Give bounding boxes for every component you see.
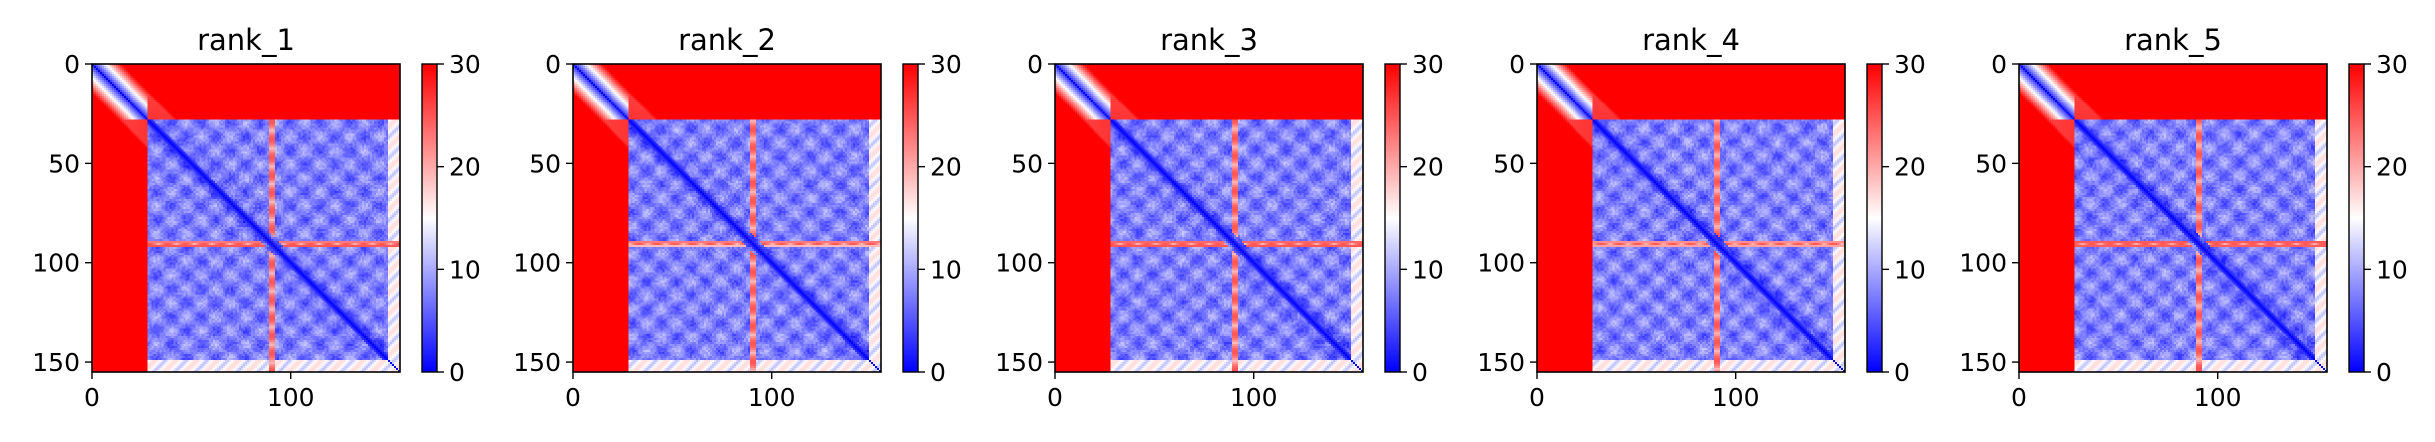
y-tick-label: 0 xyxy=(1991,50,2007,79)
y-tick-label: 50 xyxy=(529,149,561,178)
y-tick-label: 50 xyxy=(1493,149,1525,178)
y-tick-label: 150 xyxy=(32,348,80,377)
colorbar-tick-label: 20 xyxy=(1412,153,1444,182)
x-tick-label: 0 xyxy=(2011,383,2027,412)
colorbar-tick-label: 30 xyxy=(1894,50,1926,79)
colorbar-tick-label: 10 xyxy=(449,255,481,284)
heatmap-image xyxy=(573,64,881,372)
colorbar xyxy=(2349,64,2364,372)
y-tick-label: 100 xyxy=(32,249,80,278)
colorbar-tick-label: 0 xyxy=(1412,358,1428,387)
y-tick-label: 150 xyxy=(1959,348,2007,377)
y-tick-label: 150 xyxy=(513,348,561,377)
subplot-title: rank_3 xyxy=(1160,23,1258,57)
colorbar-tick-label: 30 xyxy=(449,50,481,79)
colorbar-tick-label: 30 xyxy=(2376,50,2408,79)
y-tick-label: 100 xyxy=(1959,249,2007,278)
x-tick-label: 0 xyxy=(84,383,100,412)
x-tick-label: 100 xyxy=(267,383,315,412)
x-tick-label: 100 xyxy=(2194,383,2242,412)
y-tick-label: 50 xyxy=(1011,149,1043,178)
heatmap-image xyxy=(1537,64,1845,372)
colorbar-tick-label: 20 xyxy=(1894,153,1926,182)
x-tick-label: 100 xyxy=(1230,383,1278,412)
y-tick-label: 0 xyxy=(1027,50,1043,79)
y-tick-label: 0 xyxy=(545,50,561,79)
x-tick-label: 0 xyxy=(1529,383,1545,412)
colorbar-tick-label: 10 xyxy=(1894,255,1926,284)
colorbar xyxy=(422,64,437,372)
colorbar-tick-label: 30 xyxy=(1412,50,1444,79)
colorbar-tick-label: 0 xyxy=(449,358,465,387)
axes-frame xyxy=(1536,63,1846,373)
subplot-title: rank_4 xyxy=(1642,23,1740,57)
colorbar-frame xyxy=(1384,63,1401,373)
colorbar-tick-label: 10 xyxy=(930,255,962,284)
colorbar-frame xyxy=(902,63,919,373)
axes-frame xyxy=(91,63,401,373)
colorbar-tick-label: 0 xyxy=(1894,358,1910,387)
y-tick-label: 100 xyxy=(1477,249,1525,278)
colorbar-frame xyxy=(421,63,438,373)
colorbar-tick-label: 10 xyxy=(2376,255,2408,284)
colorbar-tick-label: 10 xyxy=(1412,255,1444,284)
axes-frame xyxy=(2018,63,2328,373)
colorbar-tick-label: 20 xyxy=(2376,153,2408,182)
subplot-title: rank_5 xyxy=(2124,23,2222,57)
colorbar xyxy=(903,64,918,372)
heatmap-image xyxy=(2019,64,2327,372)
y-tick-label: 0 xyxy=(64,50,80,79)
y-tick-label: 100 xyxy=(513,249,561,278)
x-tick-label: 0 xyxy=(565,383,581,412)
colorbar xyxy=(1385,64,1400,372)
heatmap-image xyxy=(92,64,400,372)
x-tick-label: 100 xyxy=(1712,383,1760,412)
y-tick-label: 50 xyxy=(1975,149,2007,178)
x-tick-label: 100 xyxy=(748,383,796,412)
axes-frame xyxy=(1054,63,1364,373)
colorbar-tick-label: 20 xyxy=(449,153,481,182)
heatmap-image xyxy=(1055,64,1363,372)
colorbar xyxy=(1867,64,1882,372)
colorbar-tick-label: 0 xyxy=(2376,358,2392,387)
y-tick-label: 0 xyxy=(1509,50,1525,79)
subplot-title: rank_1 xyxy=(197,23,295,57)
colorbar-frame xyxy=(1866,63,1883,373)
colorbar-tick-label: 0 xyxy=(930,358,946,387)
colorbar-tick-label: 20 xyxy=(930,153,962,182)
axes-frame xyxy=(572,63,882,373)
subplot-title: rank_2 xyxy=(678,23,776,57)
colorbar-tick-label: 30 xyxy=(930,50,962,79)
x-tick-label: 0 xyxy=(1047,383,1063,412)
y-tick-label: 150 xyxy=(995,348,1043,377)
y-tick-label: 100 xyxy=(995,249,1043,278)
y-tick-label: 150 xyxy=(1477,348,1525,377)
colorbar-frame xyxy=(2348,63,2365,373)
y-tick-label: 50 xyxy=(48,149,80,178)
